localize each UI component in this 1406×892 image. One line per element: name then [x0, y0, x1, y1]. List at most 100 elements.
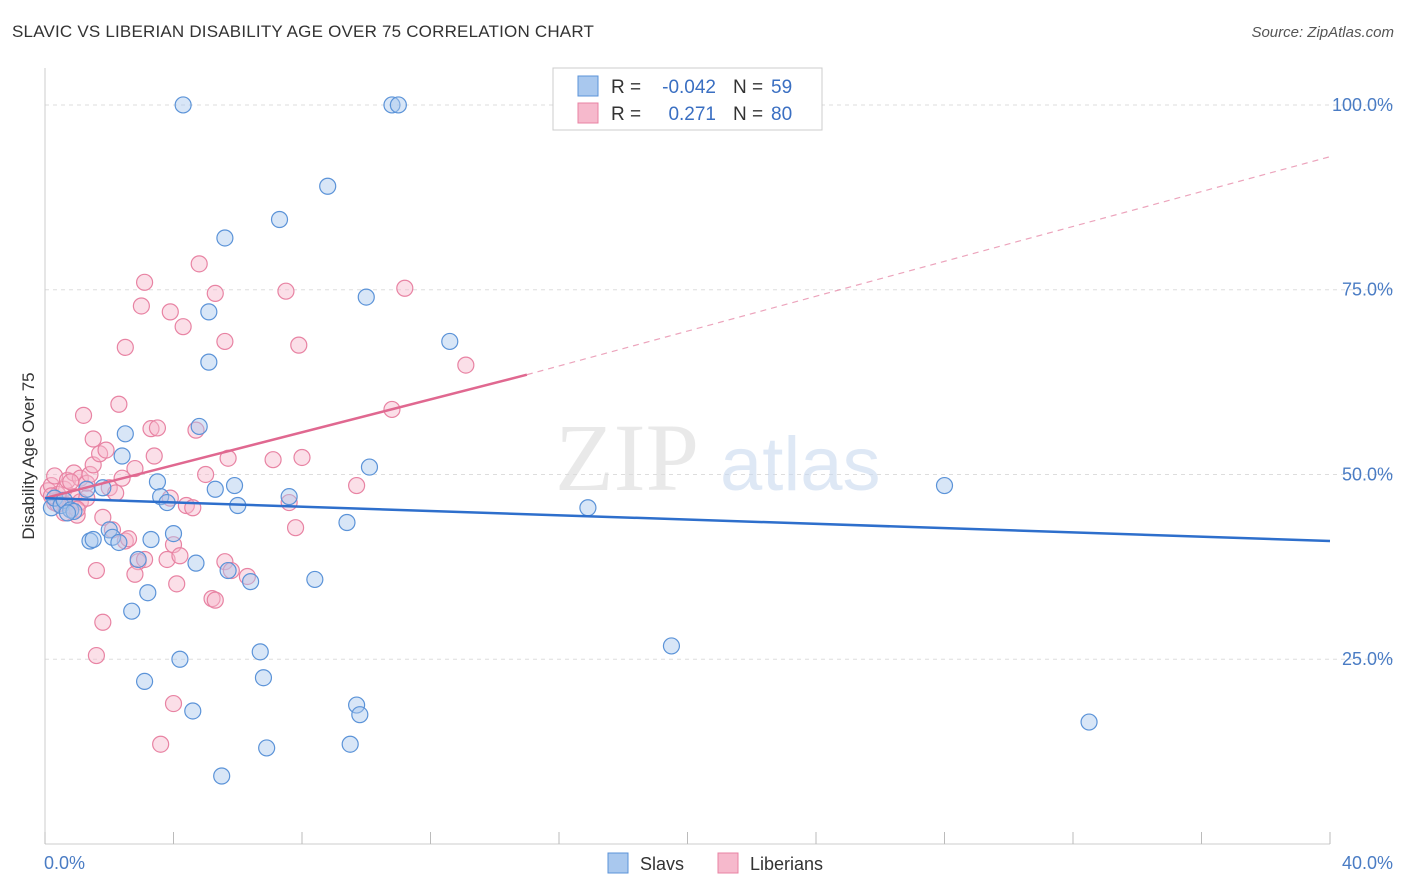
slavs-point — [113, 447, 131, 465]
slavs-point — [251, 643, 269, 661]
liberians-trend-extension — [526, 156, 1331, 376]
legend-n-label-liberians: N = — [733, 104, 763, 125]
legend-n-value-liberians: 80 — [771, 104, 792, 125]
slavs-point — [341, 735, 359, 753]
slavs-point — [58, 504, 77, 522]
liberians-point — [110, 395, 128, 413]
slavs-point — [935, 476, 954, 495]
liberians-point — [348, 476, 366, 495]
liberians-point — [94, 613, 112, 631]
x-tick-max: 40.0% — [1342, 853, 1393, 873]
slavs-points — [42, 96, 1098, 785]
liberians-point — [286, 519, 305, 537]
slavs-point — [139, 584, 157, 602]
slavs-point — [129, 550, 147, 569]
liberians-point — [84, 430, 102, 448]
slavs-point — [225, 476, 244, 495]
liberians-point — [126, 459, 144, 478]
slavs-point — [579, 499, 597, 517]
liberians-point — [206, 591, 224, 609]
slavs-point — [258, 739, 276, 757]
slavs-point — [270, 210, 289, 229]
x-tick-min: 0.0% — [44, 853, 85, 873]
slavs-point — [348, 696, 366, 714]
y-tick-label: 75.0% — [1342, 280, 1393, 300]
liberians-point — [164, 694, 183, 713]
liberians-point — [152, 735, 170, 753]
liberians-point — [148, 419, 167, 437]
legend-n-value-slavs: 59 — [771, 77, 792, 98]
slavs-point — [338, 513, 356, 532]
slavs-point — [662, 637, 681, 655]
slavs-point — [383, 96, 401, 114]
liberians-point — [87, 561, 106, 580]
slavs-point — [306, 570, 324, 589]
slavs-point — [190, 417, 208, 436]
liberians-point — [126, 565, 144, 583]
slavs-point — [135, 672, 154, 691]
liberians-point — [145, 447, 163, 465]
y-tick-labels: 25.0% 50.0% 75.0% 100.0% — [1332, 95, 1393, 669]
liberians-point — [238, 567, 256, 586]
liberians-point — [457, 356, 475, 374]
slavs-point — [242, 573, 260, 591]
y-tick-label: 100.0% — [1332, 95, 1393, 115]
watermark-zip: ZIP — [555, 404, 699, 511]
chart-title: SLAVIC VS LIBERIAN DISABILITY AGE OVER 7… — [12, 22, 595, 41]
liberians-point — [74, 406, 93, 424]
liberians-point — [87, 646, 106, 665]
watermark-atlas: atlas — [720, 422, 881, 507]
slavs-point — [187, 554, 205, 572]
liberians-point — [116, 338, 134, 356]
liberians-point — [290, 336, 308, 354]
slavs-point — [184, 702, 202, 720]
liberians-point — [158, 550, 176, 569]
slavs-point — [171, 650, 189, 668]
slavs-point — [441, 332, 459, 351]
liberians-point — [264, 451, 282, 469]
liberians-point — [190, 255, 208, 273]
slavs-point — [110, 533, 128, 552]
liberians-point — [161, 303, 179, 321]
slavs-point — [216, 229, 234, 247]
bottom-legend-swatch-liberians[interactable] — [717, 852, 739, 874]
slavs-point — [319, 177, 337, 195]
slavs-point — [142, 530, 160, 549]
liberians-point — [62, 473, 80, 491]
watermark: ZIP atlas — [555, 404, 881, 511]
slavs-trend-line — [44, 496, 1331, 543]
liberians-point — [135, 550, 154, 569]
slavs-point — [65, 502, 83, 521]
grid-lines — [45, 104, 1393, 660]
slavs-point — [254, 669, 273, 687]
legend: R = -0.042 N = 59 R = 0.271 N = 80 — [552, 67, 823, 131]
slavs-point — [360, 458, 379, 476]
liberians-point — [168, 575, 186, 593]
liberians-points — [39, 255, 475, 753]
liberians-point — [97, 441, 115, 459]
slavs-point — [219, 561, 237, 580]
liberians-point — [142, 420, 160, 438]
slavs-point — [357, 288, 375, 306]
liberians-point — [174, 318, 192, 336]
slavs-point — [84, 530, 102, 549]
slavs-point — [200, 303, 218, 321]
slavs-point — [351, 706, 369, 724]
bottom-legend-label-slavs[interactable]: Slavs — [640, 854, 684, 874]
liberians-point — [46, 467, 64, 485]
trend-lines — [44, 156, 1331, 543]
legend-r-label-slavs: R = — [611, 77, 641, 98]
source-label: Source: ZipAtlas.com — [1251, 24, 1394, 41]
liberians-point — [197, 465, 215, 484]
legend-r-value-liberians: 0.271 — [668, 104, 716, 125]
legend-r-value-slavs: -0.042 — [662, 77, 716, 98]
liberians-trend-line — [44, 373, 528, 500]
slavs-point — [164, 524, 183, 543]
bottom-legend: Slavs Liberians — [607, 852, 823, 874]
bottom-legend-swatch-slavs[interactable] — [607, 852, 629, 874]
bottom-legend-label-liberians[interactable]: Liberians — [750, 854, 823, 874]
liberians-point — [293, 448, 311, 467]
liberians-point — [171, 547, 189, 565]
liberians-point — [132, 297, 150, 315]
